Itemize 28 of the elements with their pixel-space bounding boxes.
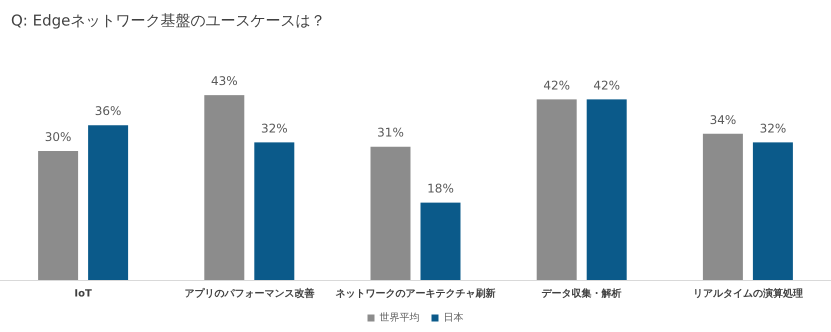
bar xyxy=(254,142,294,280)
x-tick-label: IoT xyxy=(74,288,92,300)
bar xyxy=(88,125,128,280)
data-label: 31% xyxy=(377,126,404,140)
data-label: 34% xyxy=(710,112,736,127)
bar xyxy=(38,151,78,280)
legend-label: 世界平均 xyxy=(380,312,420,324)
data-label: 32% xyxy=(760,121,786,136)
x-tick-label: アプリのパフォーマンス改善 xyxy=(184,288,314,300)
bar xyxy=(420,202,460,280)
data-label: 42% xyxy=(593,78,620,92)
bar xyxy=(586,99,627,280)
legend-label: 日本 xyxy=(444,312,464,324)
bar xyxy=(204,95,244,280)
bar xyxy=(370,146,410,280)
data-label: 42% xyxy=(543,78,570,92)
x-tick-label: データ収集・解析 xyxy=(542,288,622,300)
data-label: 43% xyxy=(210,74,238,88)
x-tick-label: ネットワークのアーキテクチャ刷新 xyxy=(336,288,496,300)
data-label: 32% xyxy=(260,121,288,136)
bar xyxy=(536,99,577,280)
data-label: 18% xyxy=(427,182,454,196)
chart-title: Q: Edgeネットワーク基盤のユースケースは？ xyxy=(11,12,326,30)
bar xyxy=(702,134,743,280)
bar xyxy=(752,142,793,280)
x-tick-label: リアルタイムの演算処理 xyxy=(692,288,803,300)
data-label: 30% xyxy=(44,130,72,144)
data-label: 36% xyxy=(94,104,122,118)
